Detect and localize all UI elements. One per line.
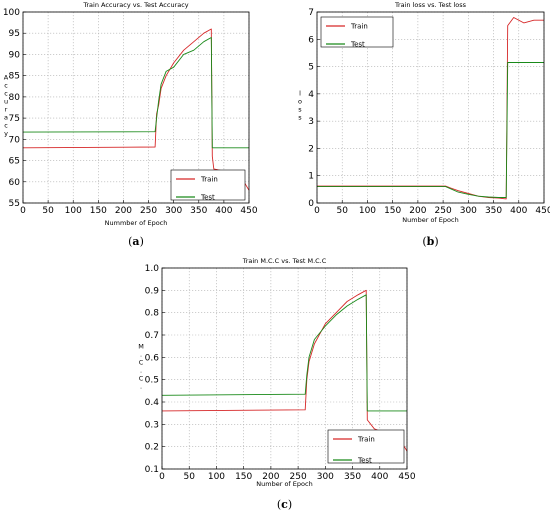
- legend-entry: Train: [350, 23, 368, 31]
- x-tick-label: 300: [460, 206, 477, 216]
- x-tick-label: 350: [344, 472, 361, 482]
- y-tick-label: 100: [3, 8, 20, 18]
- y-tick-label: 0.2: [145, 443, 159, 453]
- x-tick-label: 50: [336, 206, 348, 216]
- x-tick-label: 100: [65, 206, 82, 216]
- y-tick-label: 6: [308, 35, 314, 45]
- legend-entry: Train: [200, 176, 218, 184]
- x-tick-label: 50: [183, 472, 195, 482]
- legend-entry: Test: [350, 41, 365, 49]
- x-tick-label: 150: [90, 206, 107, 216]
- x-tick-label: 250: [435, 206, 452, 216]
- y-tick-label: 85: [9, 72, 20, 82]
- x-axis-label: Number of Epoch: [402, 216, 458, 224]
- x-axis-label: Nummber of Epoch: [105, 219, 168, 227]
- y-tick-label: 0.7: [145, 331, 159, 341]
- y-tick-label: 0.4: [145, 398, 160, 408]
- y-tick-label: 90: [9, 50, 21, 60]
- y-axis-label: M.C.C.: [138, 343, 144, 391]
- x-tick-label: 100: [359, 206, 376, 216]
- x-axis-label: Number of Epoch: [256, 480, 312, 488]
- y-tick-label: 3: [308, 117, 314, 127]
- legend-box: [320, 16, 394, 48]
- x-tick-label: 150: [384, 206, 401, 216]
- legend: Train Test: [320, 16, 394, 49]
- x-tick-label: 200: [262, 472, 279, 482]
- legend-entry: Test: [200, 194, 215, 202]
- x-tick-label: 200: [115, 206, 132, 216]
- y-tick-label: 75: [9, 114, 20, 124]
- x-tick-label: 200: [409, 206, 426, 216]
- y-tick-label: 4: [308, 90, 314, 100]
- legend-entry: Test: [357, 457, 372, 465]
- x-tick-label: 350: [485, 206, 502, 216]
- series-line-test: [317, 62, 544, 198]
- chart-title: Train M.C.C vs. Test M.C.C: [242, 257, 327, 265]
- x-tick-label: 100: [208, 472, 225, 482]
- y-tick-label: 0.5: [145, 376, 159, 386]
- y-tick-label: 80: [9, 93, 21, 103]
- x-tick-label: 0: [159, 472, 165, 482]
- plot-frame: [161, 267, 408, 470]
- x-tick-label: 0: [314, 206, 320, 216]
- series-line-test: [22, 37, 249, 149]
- plot-frame: [316, 11, 545, 204]
- chart-title: Train loss vs. Test loss: [394, 1, 467, 9]
- y-tick-label: 95: [9, 29, 20, 39]
- x-tick-label: 150: [235, 472, 252, 482]
- y-tick-label: 0: [308, 199, 314, 209]
- panel-label: (b): [422, 235, 438, 248]
- x-tick-label: 450: [398, 472, 415, 482]
- chart-1: 0 50 100 150 200 250 300 350 400 450 55 60 65 70 75 80 8…: [3, 1, 258, 248]
- y-tick-label: 7: [308, 8, 314, 18]
- x-tick-label: 450: [535, 206, 550, 216]
- series-line-test: [161, 294, 407, 412]
- y-tick-label: 65: [9, 157, 20, 167]
- y-tick-label: 0.6: [145, 353, 160, 363]
- y-tick-label: 0.3: [145, 420, 159, 430]
- plot-frame: [22, 11, 250, 204]
- panel-label: (a): [128, 235, 144, 248]
- legend: Train Test: [170, 169, 246, 202]
- x-tick-label: 300: [317, 472, 334, 482]
- legend: Train Test: [327, 429, 405, 465]
- y-tick-label: 0.1: [145, 465, 159, 475]
- legend-box: [327, 429, 405, 464]
- y-tick-label: 55: [9, 199, 20, 209]
- chart-3: 0 50 100 150 200 250 300 350 400 450 0.1 0.2 0.3 0.4 0…: [138, 257, 416, 511]
- legend-box: [170, 169, 246, 201]
- series-line-train: [161, 289, 408, 452]
- x-tick-label: 50: [42, 206, 54, 216]
- x-tick-label: 0: [20, 206, 26, 216]
- panel-label: (c): [277, 498, 292, 511]
- x-tick-label: 300: [165, 206, 182, 216]
- y-tick-label: 2: [308, 144, 314, 154]
- y-tick-label: 1.0: [145, 264, 160, 274]
- y-tick-label: 70: [9, 135, 21, 145]
- y-tick-label: 5: [308, 63, 314, 73]
- series-line-train: [317, 17, 544, 200]
- x-tick-label: 450: [240, 206, 257, 216]
- chart-2: 0 50 100 150 200 250 300 350 400 450 0 1 2 3 4 5 6 7 Train…: [298, 1, 550, 248]
- series-line-train: [22, 28, 250, 191]
- y-tick-label: 60: [9, 178, 21, 188]
- x-tick-label: 250: [140, 206, 157, 216]
- x-tick-label: 350: [190, 206, 207, 216]
- x-tick-label: 250: [290, 472, 307, 482]
- x-tick-label: 400: [215, 206, 232, 216]
- y-tick-label: 0.8: [145, 309, 160, 319]
- x-tick-label: 400: [510, 206, 527, 216]
- chart-title: Train Accuracy vs. Test Accuracy: [82, 1, 188, 9]
- legend-entry: Train: [357, 436, 375, 444]
- x-tick-label: 400: [371, 472, 388, 482]
- y-tick-label: 1: [308, 172, 314, 182]
- y-tick-label: 0.9: [145, 286, 160, 296]
